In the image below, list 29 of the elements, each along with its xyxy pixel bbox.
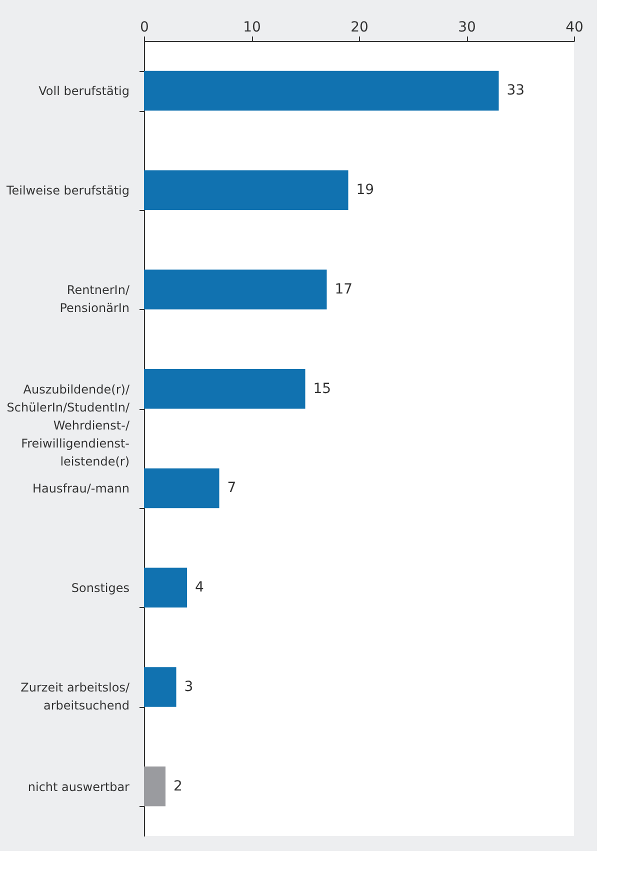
data-label: 7 — [227, 480, 236, 496]
y-tick-label: Voll berufstätig — [38, 84, 130, 98]
y-tick-label: Teilweise berufstätig — [5, 184, 130, 198]
x-tick-label: 30 — [458, 20, 476, 36]
bar — [144, 468, 220, 508]
bar — [144, 270, 327, 310]
bar — [144, 766, 166, 806]
y-tick-label: Auszubildende(r)/ SchülerIn/StudentIn/ Wehrdienst-/ Freiwilligendienst- leistende(r) — [6, 382, 130, 468]
y-tick-label: Zurzeit arbeitslos/ arbeitsuchend — [20, 680, 130, 712]
data-label: 33 — [506, 82, 525, 99]
data-label: 19 — [356, 182, 374, 198]
data-label: 15 — [313, 380, 332, 397]
y-tick-label: Hausfrau/-mann — [32, 482, 130, 496]
x-tick-label: 10 — [243, 20, 261, 36]
y-tick-label: Sonstiges — [71, 581, 130, 596]
y-tick-label: RentnerIn/ PensionärIn — [60, 282, 130, 315]
data-label: 2 — [174, 778, 182, 794]
x-tick-label: 40 — [566, 20, 584, 36]
data-label: 17 — [334, 281, 353, 298]
x-tick-label: 20 — [350, 20, 368, 36]
bar — [144, 170, 348, 210]
y-tick-label: nicht auswertbar — [28, 780, 130, 794]
x-tick-label: 0 — [140, 20, 149, 36]
data-label: 3 — [184, 678, 194, 695]
bar — [144, 70, 499, 111]
bar — [144, 368, 306, 409]
data-label: 4 — [195, 580, 204, 596]
bar — [144, 568, 187, 608]
bar — [144, 667, 176, 707]
